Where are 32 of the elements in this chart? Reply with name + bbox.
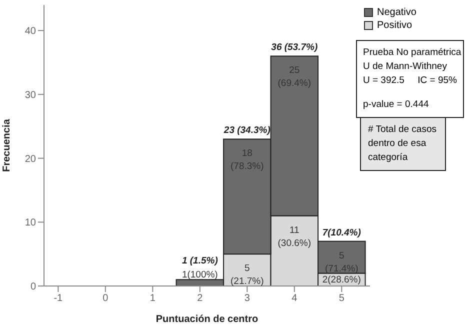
y-tick-label: 0 (30, 282, 36, 293)
data-label: 5 (21.7%) (230, 262, 264, 287)
x-axis-title: Puntuación de centro (156, 314, 258, 325)
data-label: 1(100%) (182, 269, 218, 280)
x-tick-label: 4 (292, 293, 298, 304)
annotation: U de Mann-Withney (363, 60, 448, 74)
y-tick-label: 10 (24, 218, 36, 229)
data-label: 2(28.6%) (322, 274, 361, 286)
y-tick-label: 20 (24, 154, 36, 165)
x-tick-label: 1 (150, 293, 156, 304)
total-label: 7(10.4%) (322, 227, 361, 238)
data-label: 18 (78.3%) (230, 148, 264, 172)
x-tick-label: 2 (197, 293, 204, 304)
x-tick-label: 3 (244, 293, 250, 304)
y-axis-title: Frecuencia (2, 118, 13, 172)
legend-label: Negativo (376, 6, 416, 19)
annotation: p-value = 0.444 (363, 98, 430, 112)
annotation: U = 392.5 IC = 95% (363, 74, 457, 88)
data-label: 11 (30.6%) (278, 224, 312, 248)
x-tick-label: 0 (102, 293, 109, 304)
annotation: Prueba No paramétrica (363, 46, 462, 60)
data-label: 25 (69.4%) (278, 64, 312, 89)
total-label: 1 (1.5%) (182, 256, 218, 267)
x-tick-label: -1 (54, 293, 64, 304)
data-label: 5 (71.4%) (325, 250, 358, 274)
y-tick-label: 30 (24, 90, 36, 101)
legend-label: Positivo (376, 19, 414, 32)
total-label: 23 (34.3%) (222, 125, 270, 136)
total-label: 36 (53.7%) (271, 42, 318, 54)
y-tick-label: 40 (24, 26, 36, 38)
annotation: # Total de casos dentro de esa categoría (360, 117, 446, 171)
x-tick-label: 5 (338, 293, 345, 304)
